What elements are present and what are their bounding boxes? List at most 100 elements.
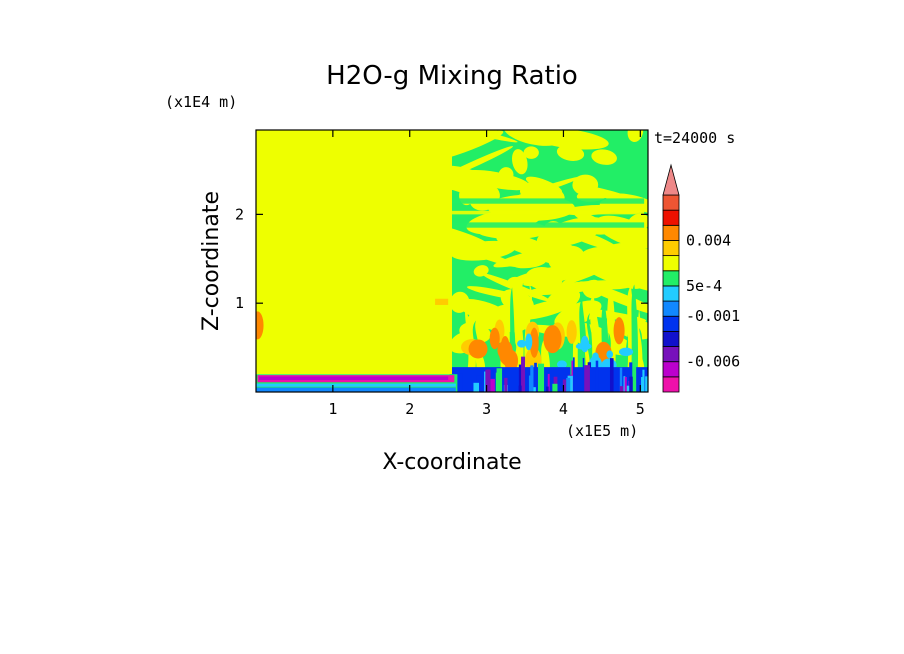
field-blob (615, 258, 648, 277)
field-blob (511, 149, 528, 175)
field-band (452, 222, 645, 228)
field-blob (528, 130, 609, 150)
field-blob (627, 130, 644, 143)
field-blob (572, 174, 599, 196)
field-bottom-streak (537, 363, 545, 392)
field-blob (512, 257, 547, 269)
field-plume (512, 284, 524, 379)
field-cyan-cell (618, 347, 634, 357)
field-bottom-band (256, 387, 456, 392)
field-bottom-streak (531, 387, 536, 392)
field-blob (554, 224, 620, 251)
field-blob (495, 231, 571, 266)
field-cyan-cell (575, 342, 592, 350)
field-blob (579, 253, 648, 288)
field-bottom-streak (473, 382, 480, 392)
field-bottom-streak (504, 377, 508, 392)
time-label: t=24000 s (654, 129, 735, 147)
field-cyan-cell (556, 360, 567, 369)
field-moist-cell (529, 327, 539, 358)
field-bottom-streak (496, 368, 503, 392)
field-bottom-streak (631, 366, 637, 392)
colorbar-segment (662, 224, 680, 241)
field-blob (469, 184, 500, 211)
field-blob (526, 280, 620, 296)
field-bottom-streak (562, 379, 567, 392)
field-bottom-streak (527, 387, 531, 392)
colorbar-segment (662, 361, 680, 378)
y-tick-label: 1 (235, 294, 244, 312)
x-tick-label: 4 (559, 400, 568, 418)
field-moist-cell (500, 335, 510, 366)
field-bottom-streak (459, 373, 463, 392)
field-moist-cell (566, 320, 577, 344)
field-bottom-streak (623, 376, 626, 392)
field-band (452, 198, 645, 204)
field-moist-cell (613, 317, 625, 345)
field-bottom-streak (547, 373, 550, 392)
colorbar-segment (662, 346, 680, 363)
field-bottom-streak (626, 385, 630, 392)
colorbar-segment (662, 330, 680, 347)
field-bottom-streak (624, 376, 627, 392)
field-moist-band-core (259, 376, 449, 381)
y-axis-title: Z-coordinate (199, 191, 224, 331)
field-moist-cell (489, 327, 500, 350)
colorbar-segment (662, 376, 680, 393)
x-scale-label: (x1E5 m) (566, 422, 638, 440)
colorbar-segment (662, 209, 680, 226)
field-bottom-streak (552, 383, 558, 392)
field-uniform-region (256, 130, 452, 375)
y-scale-label: (x1E4 m) (165, 93, 237, 111)
field-blob (523, 146, 539, 159)
x-tick-label: 3 (482, 400, 491, 418)
field-blob (625, 247, 648, 265)
field-bottom-streak (641, 377, 644, 392)
field-bottom-streak (584, 365, 590, 392)
field-band (452, 210, 645, 215)
field-bottom-streak (490, 378, 495, 392)
field-bottom-streak (595, 360, 599, 392)
field-blob (450, 240, 516, 261)
field-blob (508, 206, 523, 223)
chart-title: H2O-g Mixing Ratio (326, 61, 578, 91)
colorbar: 0.004 5e-4 -0.001 -0.006 (662, 163, 740, 393)
field-cyan-cell (517, 339, 527, 348)
field-bottom-streak (572, 357, 575, 392)
colorbar-tick-label: 0.004 (686, 231, 731, 249)
x-tick-label: 2 (405, 400, 414, 418)
field-left-edge (256, 311, 264, 340)
colorbar-segment (662, 300, 680, 317)
field-plume (631, 284, 639, 379)
field-cyan-cell (606, 350, 614, 359)
field-bottom-streak (521, 356, 526, 392)
field-bottom-streak (619, 367, 623, 392)
field-bottom-streak (485, 369, 491, 392)
plot-area (256, 130, 648, 392)
field-bottom-streak (645, 376, 648, 392)
field-bottom-streak (582, 357, 585, 392)
colorbar-segment (662, 240, 680, 257)
colorbar-segment (662, 315, 680, 332)
field-blob (507, 276, 523, 290)
colorbar-tick-label: -0.001 (686, 307, 740, 325)
field-blob (591, 149, 617, 165)
colorbar-tick-label: -0.006 (686, 353, 740, 371)
plot-frame (255, 129, 649, 393)
colorbar-segment (662, 255, 680, 272)
field-bottom-streak (534, 362, 537, 392)
x-axis-title: X-coordinate (382, 450, 521, 475)
field-bottom-streak (589, 367, 596, 392)
colorbar-segment (662, 285, 680, 302)
y-axis: 12 (235, 205, 648, 312)
field-bottom-streak (609, 358, 614, 392)
field-bottom-streak (546, 386, 549, 392)
colorbar-segment (662, 270, 680, 287)
field-cyan-band (256, 383, 456, 387)
field-cyan-cell (525, 333, 533, 351)
colorbar-segment (662, 194, 680, 211)
field-bottom-streak (619, 386, 624, 392)
field-moist-cell (543, 325, 562, 354)
x-tick-label: 1 (328, 400, 337, 418)
